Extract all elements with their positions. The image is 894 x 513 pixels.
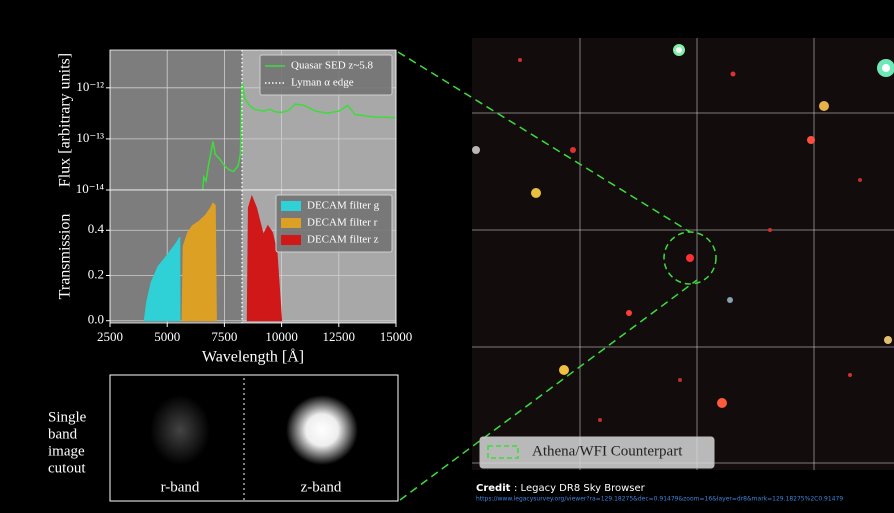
x-tick-label: 7500 <box>211 329 237 344</box>
x-tick-label: 10000 <box>265 329 298 344</box>
x-tick-label: 5000 <box>154 329 180 344</box>
y-tick-label: 10⁻¹² <box>76 79 104 94</box>
y-tick-label: 10⁻¹⁴ <box>76 181 105 196</box>
legend-swatch <box>281 235 301 245</box>
cutout-panel: r-band z-band <box>110 375 398 501</box>
plot-bg-left <box>110 50 242 190</box>
sky-legend: Athena/WFI Counterpart <box>480 437 714 468</box>
caption-line: image <box>48 443 85 459</box>
y-tick-label: 0.2 <box>88 266 104 281</box>
cutout-right-label: z-band <box>301 479 342 495</box>
credit-text: : Legacy DR8 Sky Browser <box>514 483 646 494</box>
x-tick-label: 12500 <box>323 329 356 344</box>
x-tick-label: 2500 <box>97 329 123 344</box>
legend-label: DECAM filter g <box>307 200 380 212</box>
caption-line: Single <box>48 409 87 425</box>
y-tick-label: 0.0 <box>88 312 104 327</box>
y-axis-label: Flux [arbitrary units] <box>57 53 74 187</box>
caption-line: cutout <box>48 460 86 476</box>
credit-url: https://www.legacysurvey.org/viewer?ra=1… <box>476 496 843 503</box>
sky-legend-label: Athena/WFI Counterpart <box>532 443 683 459</box>
y-axis-label: Transmission <box>57 214 74 300</box>
legend-label: DECAM filter z <box>307 234 379 246</box>
legend-swatch <box>281 218 301 228</box>
cutout-left-label: r-band <box>161 479 200 495</box>
x-tick-label: 15000 <box>380 329 413 344</box>
y-tick-label: 0.4 <box>88 221 105 236</box>
caption-line: band <box>48 426 78 442</box>
legend-swatch <box>281 201 301 211</box>
credit-label: Credit <box>476 483 511 494</box>
figure: Athena/WFI Counterpart Credit : Legacy D… <box>0 0 894 508</box>
x-axis-label: Wavelength [Å] <box>202 348 304 366</box>
page: { "chart_data": [ { "type": "line", "y_l… <box>0 0 894 513</box>
sky-image <box>472 38 894 470</box>
legend-label: DECAM filter r <box>307 217 378 229</box>
legend-label: Quasar SED z~5.8 <box>291 60 374 72</box>
y-tick-label: 10⁻¹³ <box>76 130 104 145</box>
legend-label: Lyman α edge <box>291 77 354 89</box>
